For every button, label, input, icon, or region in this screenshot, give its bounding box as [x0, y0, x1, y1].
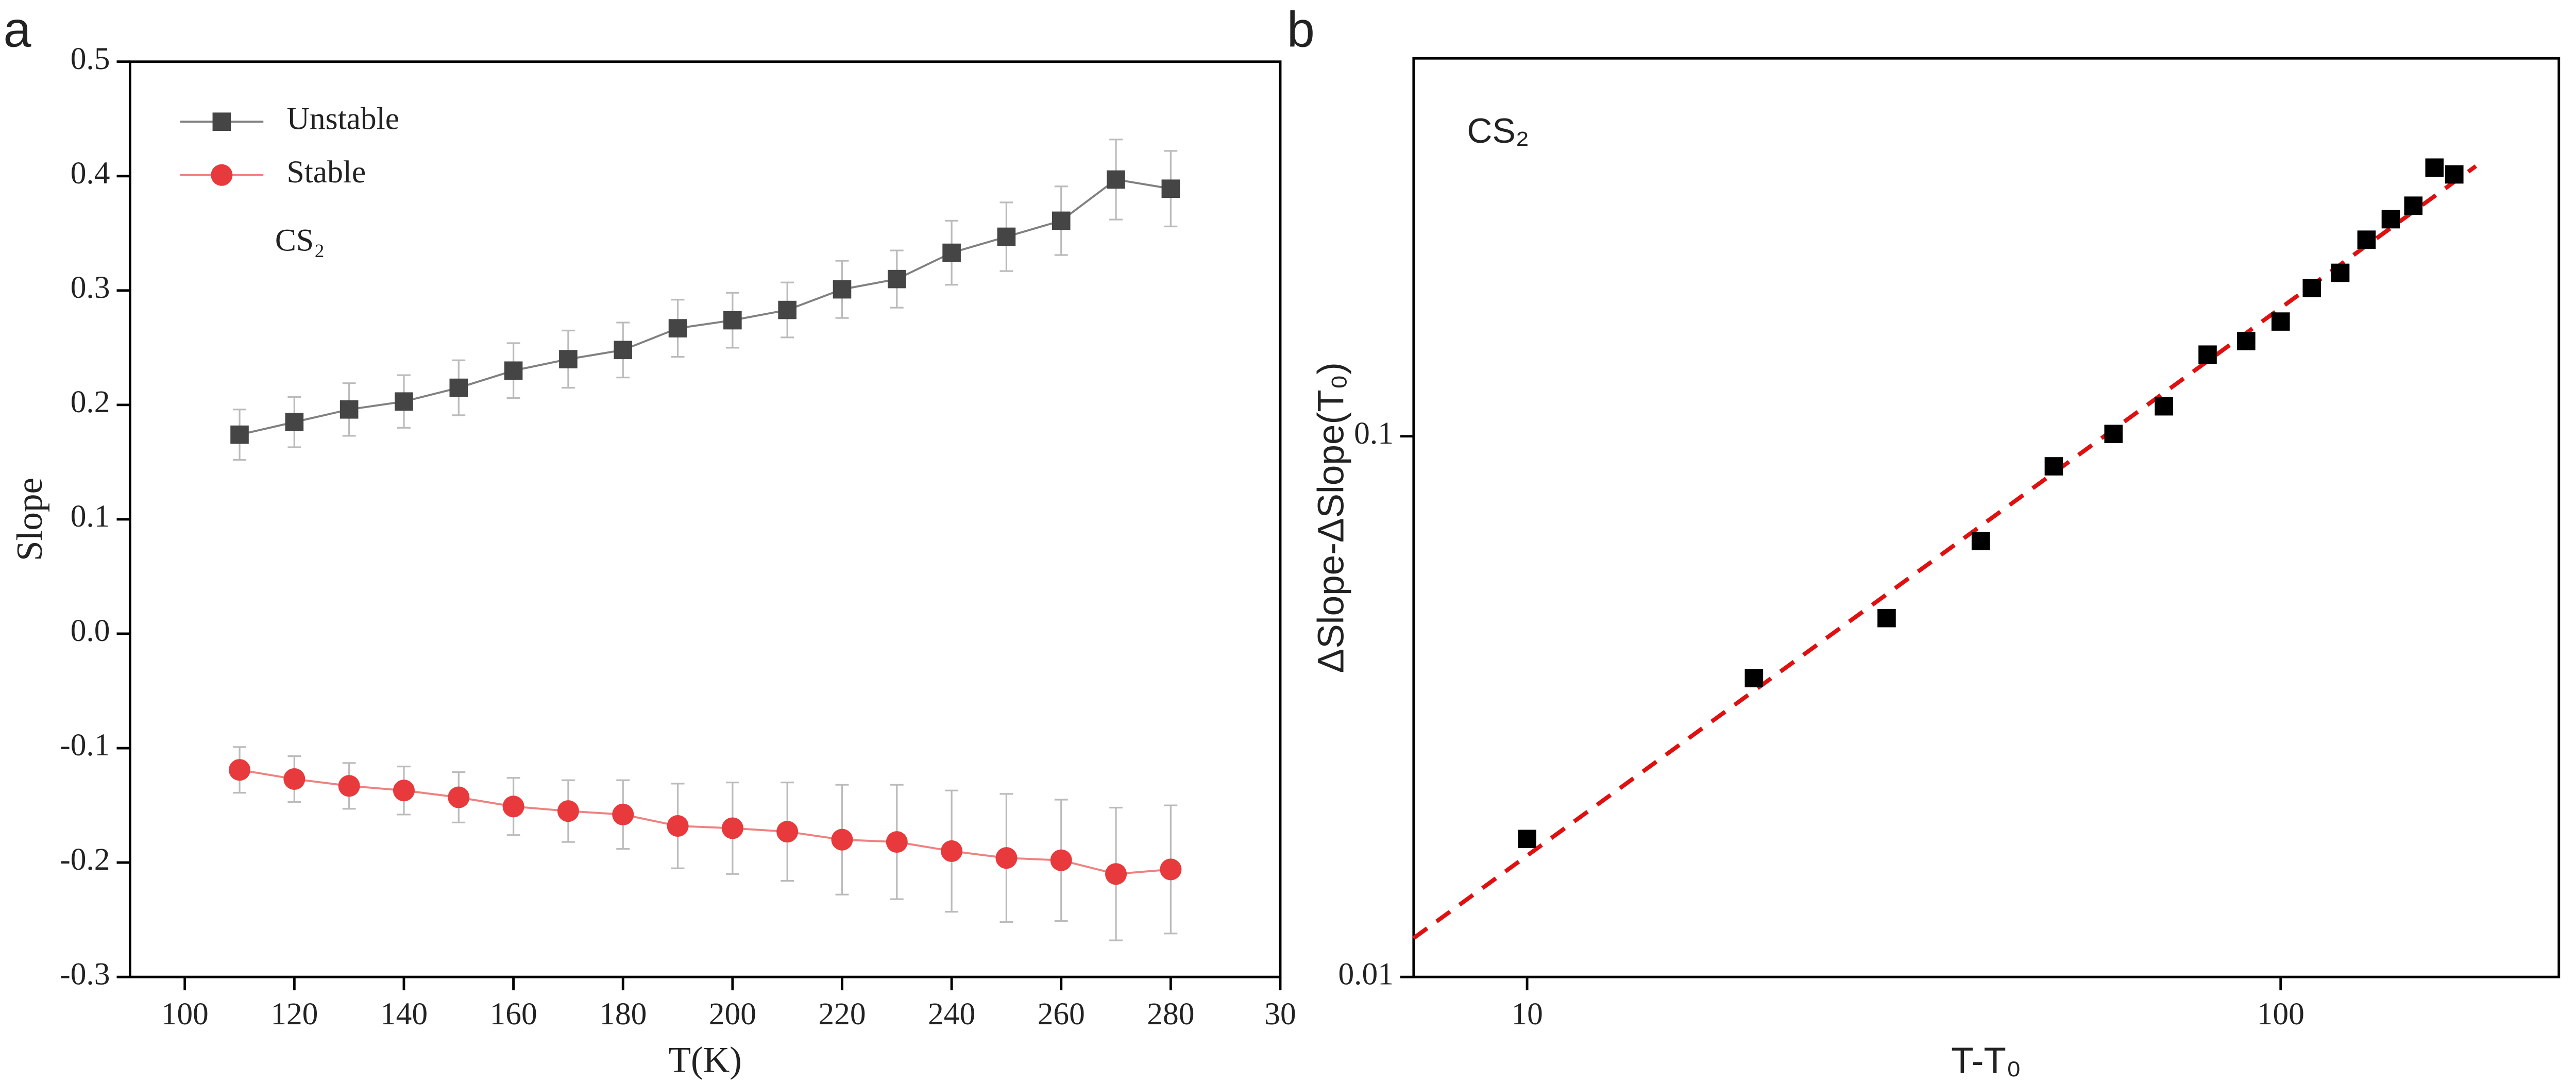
- x-tick-label: 10: [1511, 996, 1543, 1032]
- marker: [997, 227, 1016, 246]
- marker: [1744, 669, 1764, 687]
- marker: [2445, 165, 2464, 184]
- marker: [2044, 457, 2063, 476]
- marker: [2198, 345, 2217, 364]
- marker: [887, 269, 906, 289]
- x-tick-label: 180: [599, 996, 647, 1032]
- marker: [1160, 858, 1182, 881]
- y-tick-label: 0.4: [71, 156, 110, 191]
- marker: [1050, 849, 1072, 871]
- marker: [2404, 196, 2423, 215]
- marker: [1877, 608, 1896, 628]
- y-tick-label: 0.3: [71, 270, 110, 305]
- y-tick-label: -0.1: [60, 728, 110, 763]
- marker: [212, 112, 231, 131]
- legend-label: Unstable: [287, 101, 400, 136]
- annotation: CS₂: [1467, 111, 1529, 150]
- marker: [338, 775, 360, 797]
- y-axis-label: ΔSlope-ΔSlope(T₀): [1311, 362, 1351, 673]
- marker: [995, 847, 1018, 869]
- marker: [776, 821, 799, 843]
- y-tick-label: 0.0: [71, 613, 110, 648]
- fit-line: [1412, 164, 2478, 940]
- marker: [1107, 170, 1125, 189]
- marker: [723, 311, 742, 330]
- plot-frame: [1412, 57, 2561, 978]
- marker: [2331, 263, 2350, 282]
- x-tick-label: 220: [818, 996, 866, 1032]
- marker: [2357, 230, 2376, 249]
- x-tick-label: 280: [1147, 996, 1194, 1032]
- x-tick-label: 200: [709, 996, 756, 1032]
- x-tick-label: 240: [928, 996, 975, 1032]
- x-tick-label: 100: [2257, 996, 2304, 1032]
- y-tick-label: 0.1: [1354, 416, 1394, 451]
- x-tick-label: 100: [161, 996, 209, 1032]
- marker: [395, 392, 413, 411]
- x-tick-label: 30: [1264, 996, 1296, 1032]
- marker: [2425, 158, 2444, 177]
- marker: [393, 780, 415, 802]
- x-tick-label: 140: [380, 996, 428, 1032]
- marker: [559, 350, 578, 368]
- marker: [228, 759, 251, 781]
- marker: [1971, 532, 1990, 550]
- marker: [1105, 863, 1127, 885]
- marker: [1161, 179, 1180, 198]
- marker: [504, 361, 523, 380]
- marker: [211, 164, 233, 186]
- marker: [557, 800, 579, 822]
- marker: [778, 300, 796, 319]
- x-axis-label: T-T₀: [1951, 1041, 2021, 1081]
- x-axis-label: T(K): [669, 1040, 742, 1080]
- y-tick-label: 0.2: [71, 384, 110, 419]
- marker: [448, 786, 470, 808]
- marker: [230, 425, 249, 444]
- marker: [283, 768, 306, 790]
- marker: [668, 319, 687, 337]
- marker: [1518, 830, 1536, 849]
- marker: [2302, 279, 2321, 297]
- panel-label: a: [3, 1, 31, 57]
- x-tick-label: 260: [1038, 996, 1085, 1032]
- y-axis-label: Slope: [10, 478, 50, 561]
- marker: [614, 341, 633, 360]
- panel-label: b: [1287, 1, 1315, 57]
- marker: [941, 840, 963, 862]
- marker: [2381, 210, 2400, 229]
- marker: [2271, 312, 2290, 331]
- marker: [667, 815, 689, 837]
- marker: [612, 803, 634, 825]
- marker: [2155, 397, 2173, 416]
- marker: [285, 413, 304, 431]
- marker: [340, 400, 359, 419]
- y-tick-label: 0.5: [71, 41, 110, 76]
- marker: [942, 243, 961, 262]
- marker: [2237, 332, 2256, 350]
- y-tick-label: -0.3: [60, 956, 110, 991]
- legend-label: Stable: [287, 155, 366, 190]
- marker: [1052, 211, 1071, 230]
- marker: [502, 796, 524, 818]
- marker: [449, 378, 468, 397]
- y-tick-label: -0.2: [60, 842, 110, 877]
- marker: [2104, 425, 2123, 444]
- marker: [886, 831, 908, 853]
- marker: [721, 817, 743, 839]
- x-tick-label: 160: [489, 996, 537, 1032]
- x-tick-label: 120: [270, 996, 318, 1032]
- marker: [833, 280, 852, 299]
- y-tick-label: 0.1: [71, 499, 110, 534]
- annotation: CS₂: [275, 223, 325, 258]
- marker: [831, 829, 853, 851]
- y-tick-label: 0.01: [1338, 956, 1394, 991]
